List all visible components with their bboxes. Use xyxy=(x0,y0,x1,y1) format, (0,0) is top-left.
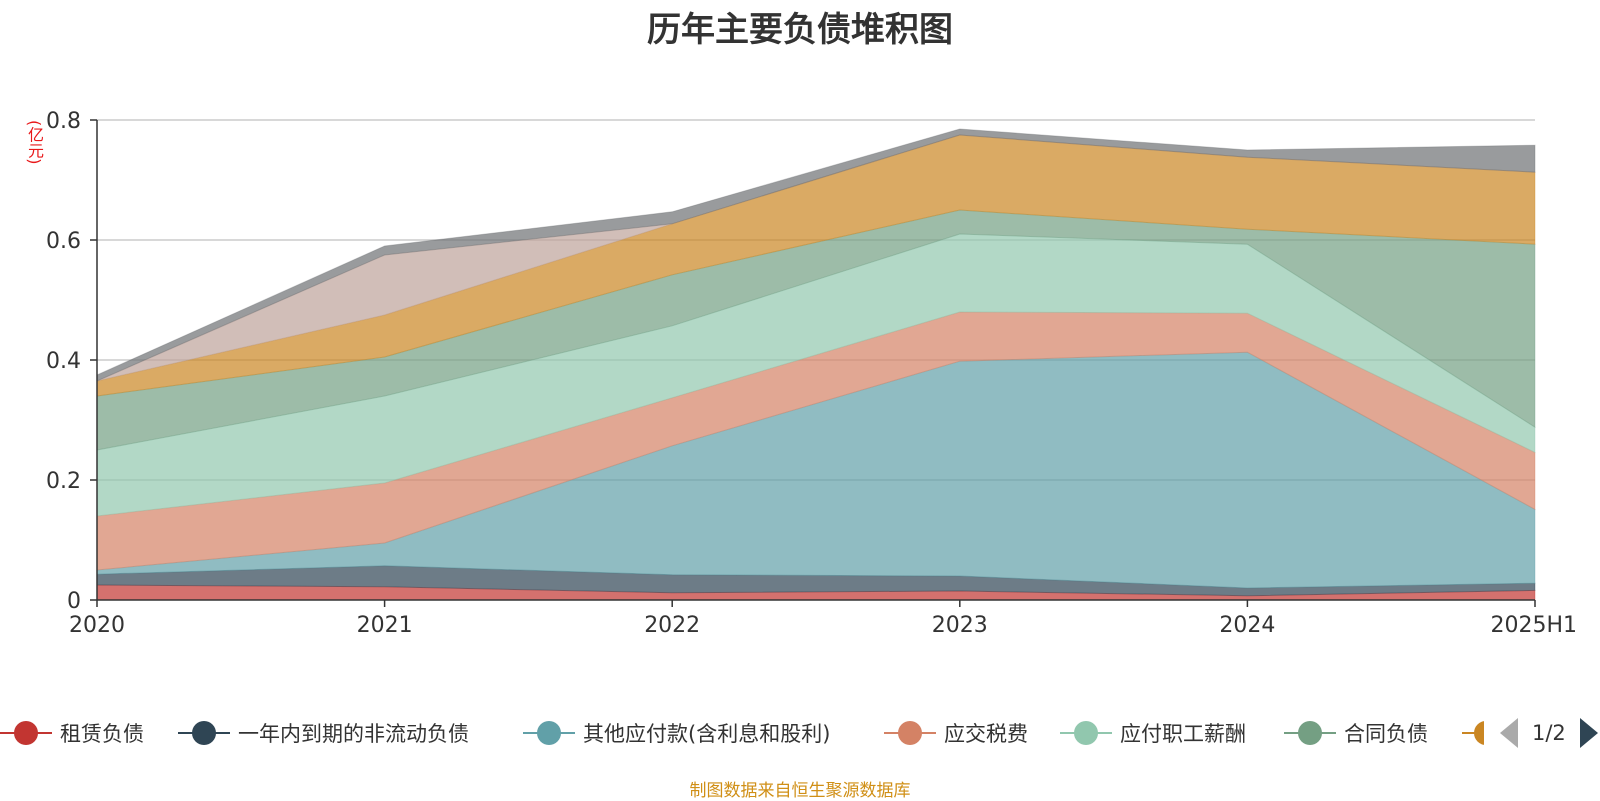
legend-label: 一年内到期的非流动负债 xyxy=(238,722,469,746)
area-series xyxy=(96,128,1536,601)
legend-marker-icon xyxy=(884,718,936,748)
x-tick-label: 2022 xyxy=(644,613,700,638)
legend-next-icon[interactable] xyxy=(1579,718,1598,748)
chart-title: 历年主要负债堆积图 xyxy=(647,10,953,50)
legend-marker-icon xyxy=(178,718,230,748)
legend-label: 应交税费 xyxy=(944,722,1028,746)
legend-label: 其他应付款(含利息和股利) xyxy=(583,722,831,746)
data-source-note: 制图数据来自恒生聚源数据库 xyxy=(689,781,911,801)
y-tick-label: 0.2 xyxy=(46,469,81,494)
legend-item[interactable]: 合同负债 xyxy=(1284,716,1428,750)
x-tick-label: 2020 xyxy=(69,613,125,638)
x-tick-label: 2024 xyxy=(1219,613,1275,638)
legend-label: 合同负债 xyxy=(1344,722,1428,746)
legend-marker-icon xyxy=(1462,716,1484,750)
legend-item[interactable]: 其他应付款(含利息和股利) xyxy=(523,716,830,750)
legend-item[interactable]: 租赁负债 xyxy=(0,716,144,750)
legend-marker-icon xyxy=(523,718,575,748)
legend-label: 租赁负债 xyxy=(60,722,144,746)
y-tick-label: 0.4 xyxy=(46,349,81,374)
legend-item[interactable]: 应交税费 xyxy=(884,716,1028,750)
legend-marker-icon xyxy=(1284,718,1336,748)
y-tick-label: 0.6 xyxy=(46,229,81,254)
legend: 租赁负债 一年内到期的非流动负债 其他应付款(含利息和股利) 应交税费 应付职工薪酬 合同… xyxy=(0,716,1600,750)
legend-pager: 1/2 xyxy=(1500,716,1598,750)
x-tick-label: 2021 xyxy=(357,613,413,638)
y-tick-label: 0.8 xyxy=(46,109,81,134)
legend-marker-icon xyxy=(1060,718,1112,748)
y-axis-unit: (亿元) xyxy=(25,120,44,165)
area-series-8[interactable] xyxy=(96,128,1536,382)
y-tick-label: 0 xyxy=(67,589,81,614)
x-tick-label: 2023 xyxy=(932,613,988,638)
legend-marker-icon xyxy=(0,718,52,748)
stacked-area-chart: 0 0.2 0.4 0.6 0.8 2020 2021 2022 2023 2024 2025H1 xyxy=(46,109,1577,638)
legend-item[interactable]: 应付职工薪酬 xyxy=(1060,716,1246,750)
axes: 0 0.2 0.4 0.6 0.8 2020 2021 2022 2023 2024 2025H1 xyxy=(46,109,1577,638)
legend-page-indicator: 1/2 xyxy=(1532,721,1566,745)
legend-label: 应付职工薪酬 xyxy=(1120,722,1246,746)
legend-item[interactable]: 一年内到期的非流动负债 xyxy=(178,716,469,750)
legend-prev-icon[interactable] xyxy=(1500,718,1518,748)
x-tick-label: 2025H1 xyxy=(1490,613,1577,638)
